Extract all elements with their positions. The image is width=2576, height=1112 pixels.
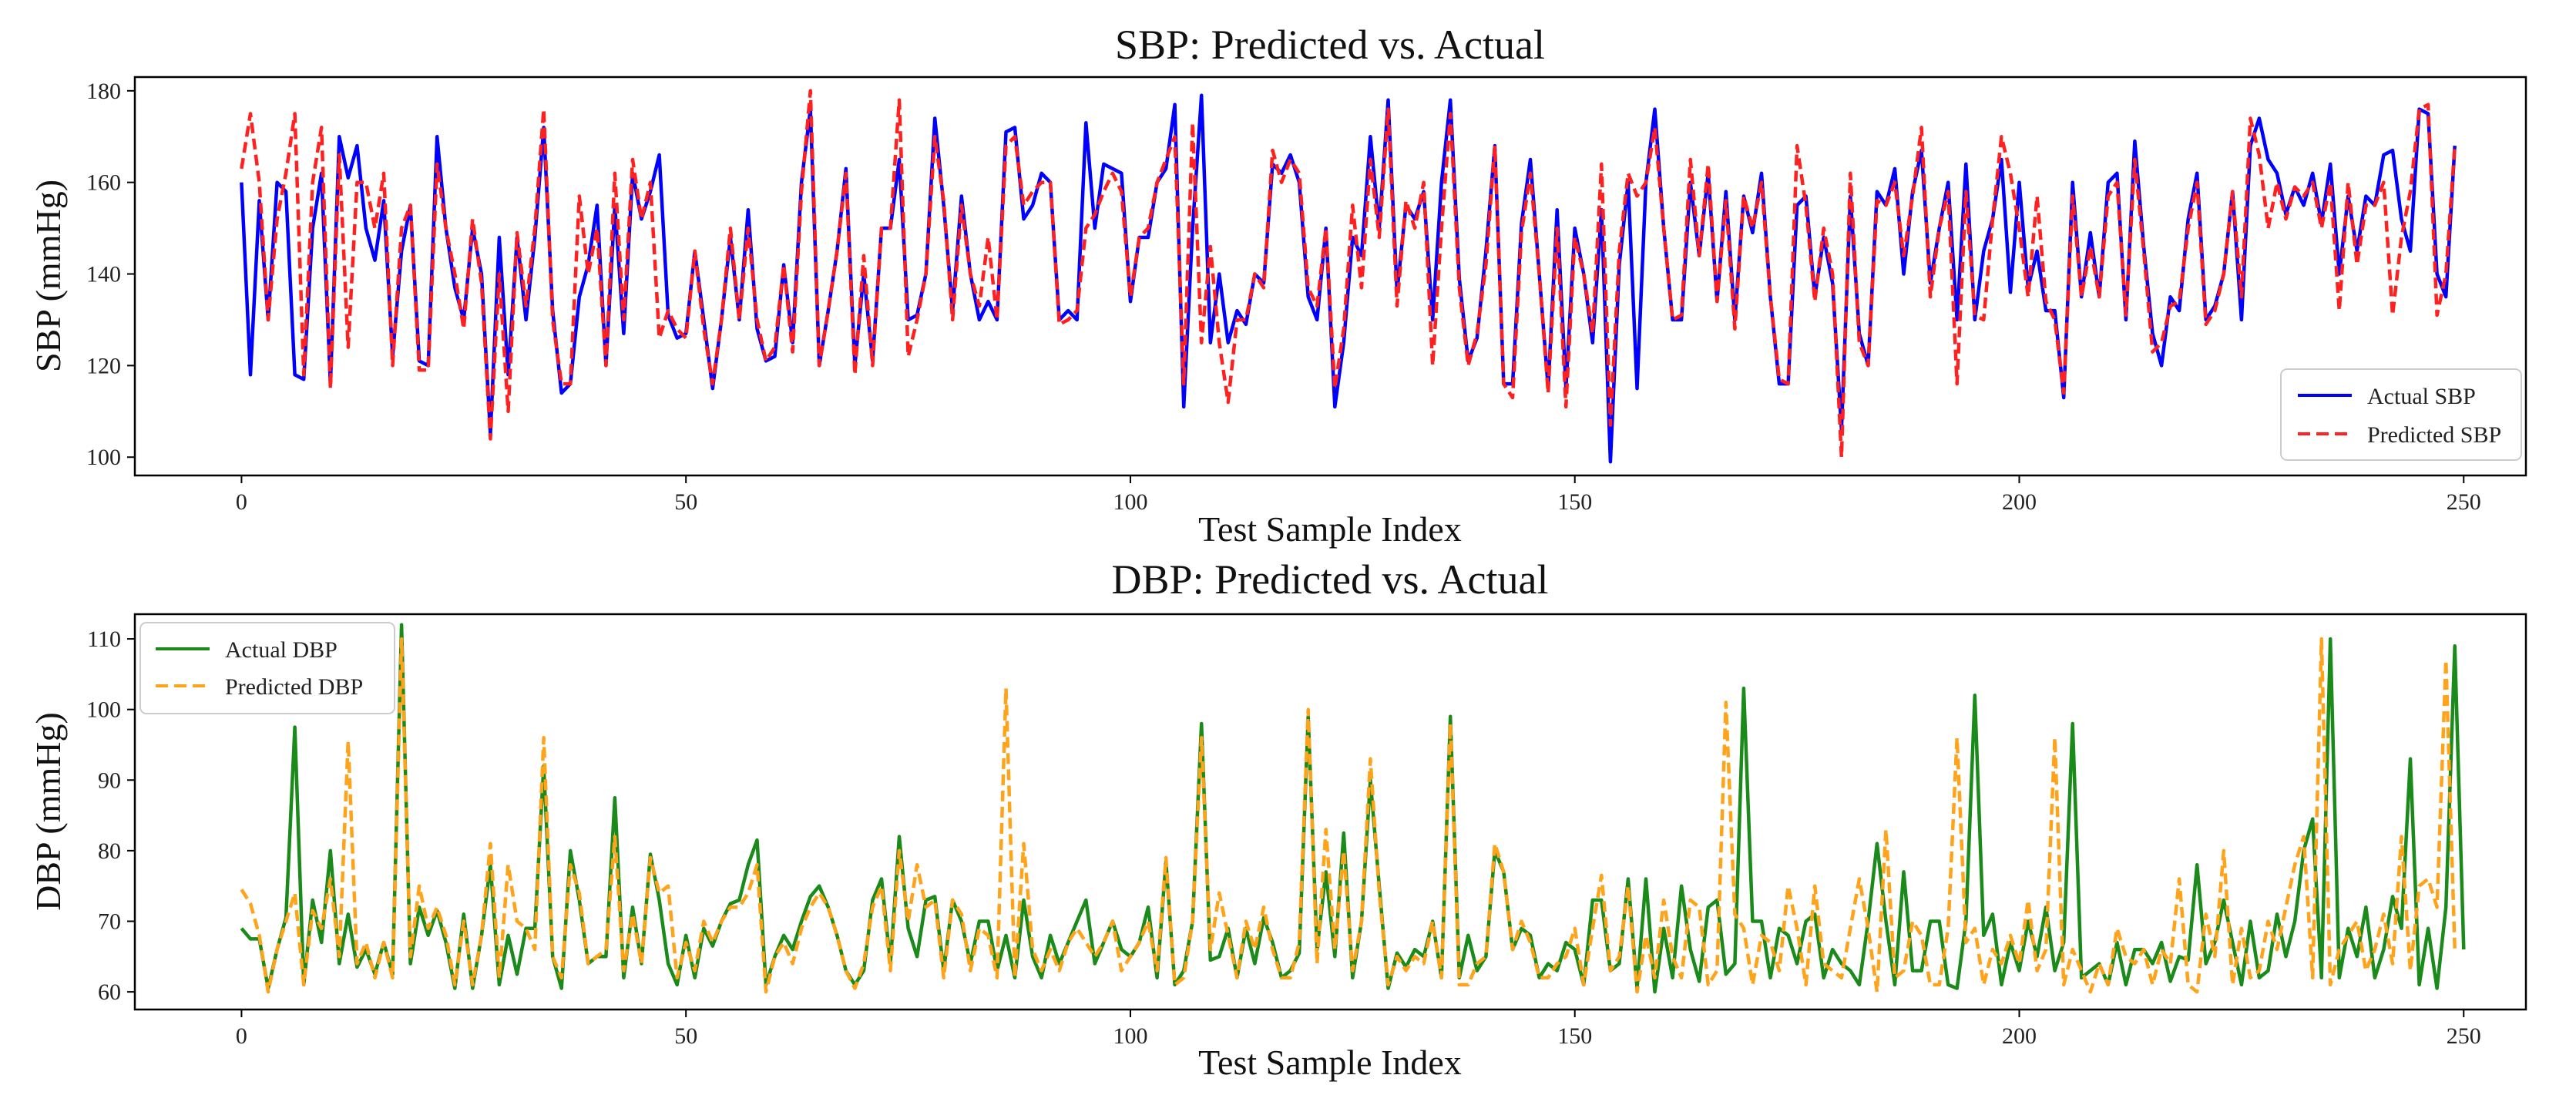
sbp-plot-frame <box>133 76 2527 477</box>
dbp-x-tick-label: 100 <box>1113 1023 1147 1049</box>
sbp-y-tick-label: 100 <box>86 445 121 470</box>
dbp-y-tick-label: 70 <box>98 909 121 934</box>
sbp-x-tick-label: 200 <box>2002 489 2037 515</box>
sbp-legend-box <box>2280 368 2522 461</box>
sbp-x-ticks: 0 50 100 150 200 250 <box>236 475 2481 515</box>
sbp-y-tick-label: 180 <box>86 79 121 104</box>
dbp-y-tick-label: 100 <box>86 697 121 723</box>
dbp-actual-line <box>240 623 2466 994</box>
dbp-x-tick-label: 0 <box>236 1023 247 1049</box>
sbp-legend-predicted-label: Predicted SBP <box>2367 422 2501 448</box>
dbp-y-tick-label: 60 <box>98 979 121 1005</box>
dbp-legend-box <box>139 622 395 714</box>
sbp-chart-title: SBP: Predicted vs. Actual <box>1115 22 1545 68</box>
sbp-x-axis-label: Test Sample Index <box>1198 509 1462 549</box>
sbp-x-tick-label: 50 <box>674 489 697 515</box>
sbp-series <box>240 89 2457 464</box>
sbp-y-tick-label: 120 <box>86 353 121 378</box>
dbp-y-axis-label: DBP (mmHg) <box>29 712 68 911</box>
sbp-legend-actual-label: Actual SBP <box>2367 384 2476 409</box>
dbp-y-tick-label: 80 <box>98 838 121 864</box>
dbp-x-tick-label: 150 <box>1557 1023 1592 1049</box>
sbp-legend: Actual SBP Predicted SBP <box>2280 368 2522 461</box>
dbp-x-tick-label: 50 <box>674 1023 697 1049</box>
dbp-panel: DBP: Predicted vs. Actual Test Sample In… <box>29 556 2527 1082</box>
dbp-plot-frame <box>133 613 2527 1011</box>
sbp-panel: SBP: Predicted vs. Actual Test Sample In… <box>29 22 2527 549</box>
dbp-legend-predicted-label: Predicted DBP <box>225 674 363 700</box>
dbp-legend: Actual DBP Predicted DBP <box>139 622 395 714</box>
sbp-x-tick-label: 0 <box>236 489 247 515</box>
dbp-x-tick-label: 250 <box>2447 1023 2481 1049</box>
dbp-predicted-line <box>240 637 2457 994</box>
dbp-series <box>240 623 2466 994</box>
sbp-x-tick-label: 250 <box>2447 489 2481 515</box>
sbp-y-tick-label: 160 <box>86 170 121 196</box>
dbp-legend-actual-label: Actual DBP <box>225 637 338 663</box>
dbp-x-ticks: 0 50 100 150 200 250 <box>236 1010 2481 1049</box>
dbp-y-ticks: 60 70 80 90 100 110 <box>86 627 135 1005</box>
sbp-x-tick-label: 150 <box>1557 489 1592 515</box>
dbp-chart-title: DBP: Predicted vs. Actual <box>1112 556 1549 603</box>
sbp-y-tick-label: 140 <box>86 262 121 287</box>
dbp-y-tick-label: 90 <box>98 768 121 793</box>
dbp-x-axis-label: Test Sample Index <box>1198 1043 1462 1082</box>
sbp-y-ticks: 100 120 140 160 180 <box>86 79 135 470</box>
sbp-y-axis-label: SBP (mmHg) <box>29 180 68 372</box>
dbp-x-tick-label: 200 <box>2002 1023 2037 1049</box>
sbp-predicted-line <box>240 89 2457 459</box>
sbp-x-tick-label: 100 <box>1113 489 1147 515</box>
dbp-y-tick-label: 110 <box>87 627 121 652</box>
